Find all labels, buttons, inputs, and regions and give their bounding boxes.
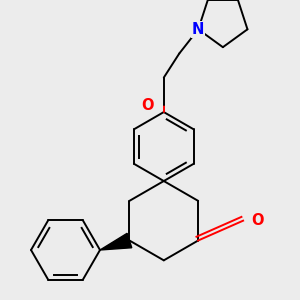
Text: O: O (141, 98, 153, 113)
Text: O: O (252, 213, 264, 228)
Text: N: N (192, 22, 205, 37)
Polygon shape (100, 233, 132, 250)
